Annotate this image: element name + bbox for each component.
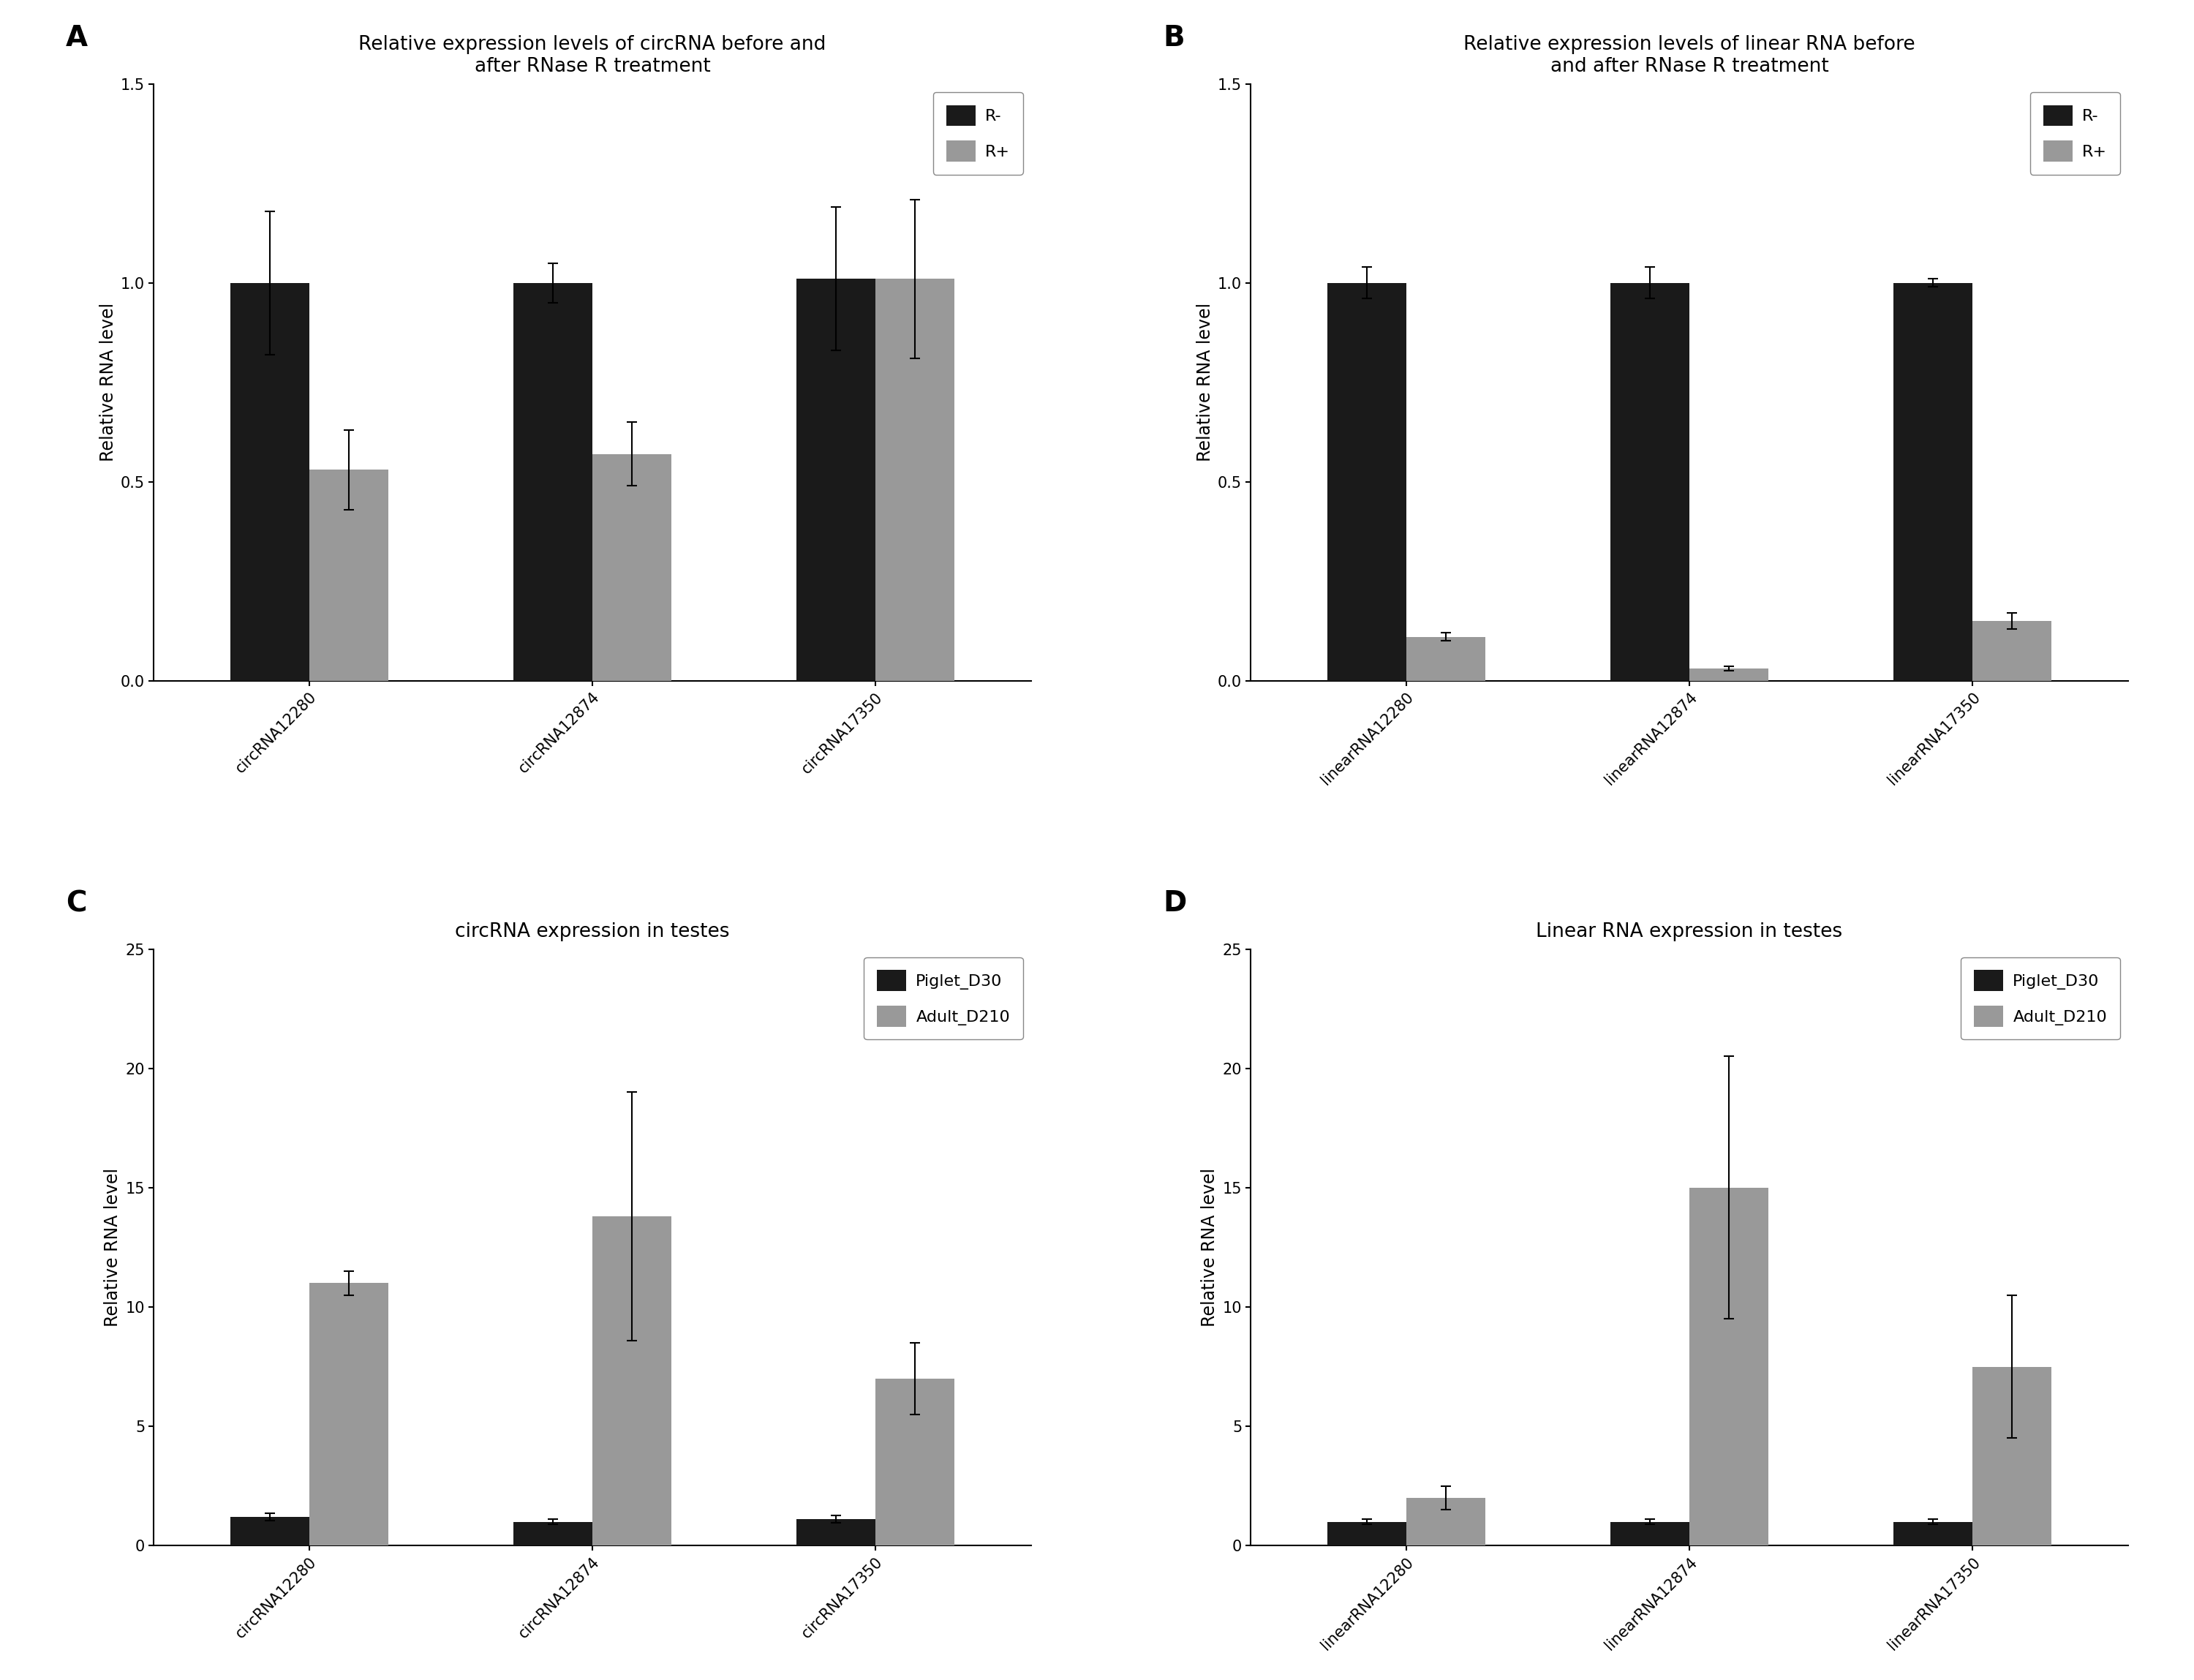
- Title: Relative expression levels of linear RNA before
and after RNase R treatment: Relative expression levels of linear RNA…: [1463, 35, 1915, 76]
- Bar: [1689, 669, 1768, 680]
- Bar: [1972, 622, 2051, 680]
- Text: A: A: [66, 24, 88, 52]
- Bar: [796, 1519, 875, 1546]
- Bar: [513, 282, 592, 680]
- Bar: [1327, 1522, 1406, 1546]
- Bar: [1893, 282, 1972, 680]
- Bar: [309, 1284, 388, 1546]
- Bar: [1406, 1499, 1485, 1546]
- Bar: [875, 279, 954, 680]
- Title: Relative expression levels of circRNA before and
after RNase R treatment: Relative expression levels of circRNA be…: [358, 35, 827, 76]
- Title: circRNA expression in testes: circRNA expression in testes: [454, 922, 731, 941]
- Bar: [1893, 1522, 1972, 1546]
- Y-axis label: Relative RNA level: Relative RNA level: [99, 302, 116, 462]
- Legend: Piglet_D30, Adult_D210: Piglet_D30, Adult_D210: [1961, 958, 2119, 1040]
- Bar: [230, 1517, 309, 1546]
- Legend: R-, R+: R-, R+: [2029, 92, 2119, 175]
- Bar: [592, 454, 671, 680]
- Bar: [309, 470, 388, 680]
- Title: Linear RNA expression in testes: Linear RNA expression in testes: [1536, 922, 1843, 941]
- Y-axis label: Relative RNA level: Relative RNA level: [1196, 302, 1213, 462]
- Y-axis label: Relative RNA level: Relative RNA level: [103, 1168, 121, 1327]
- Legend: Piglet_D30, Adult_D210: Piglet_D30, Adult_D210: [864, 958, 1022, 1040]
- Bar: [796, 279, 875, 680]
- Bar: [1972, 1366, 2051, 1546]
- Text: D: D: [1163, 889, 1187, 917]
- Y-axis label: Relative RNA level: Relative RNA level: [1200, 1168, 1218, 1327]
- Bar: [1327, 282, 1406, 680]
- Bar: [1689, 1188, 1768, 1546]
- Bar: [513, 1522, 592, 1546]
- Legend: R-, R+: R-, R+: [932, 92, 1022, 175]
- Bar: [1610, 282, 1689, 680]
- Bar: [875, 1379, 954, 1546]
- Text: B: B: [1163, 24, 1185, 52]
- Bar: [1406, 637, 1485, 680]
- Bar: [592, 1216, 671, 1546]
- Bar: [230, 282, 309, 680]
- Bar: [1610, 1522, 1689, 1546]
- Text: C: C: [66, 889, 88, 917]
